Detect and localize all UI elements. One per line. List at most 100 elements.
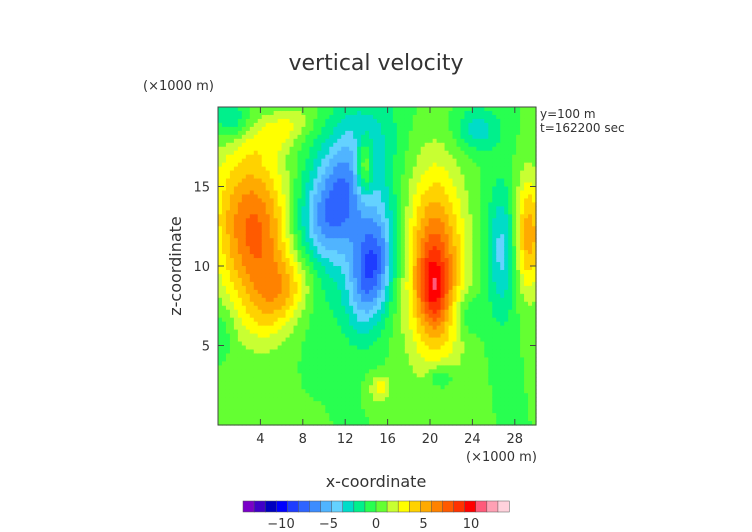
field-cell: [392, 381, 398, 386]
field-cell: [432, 142, 438, 148]
field-cell: [221, 110, 227, 116]
field-cell: [289, 413, 295, 418]
field-cell: [305, 285, 311, 291]
field-cell: [380, 222, 386, 227]
field-cell: [440, 258, 446, 263]
field-cell: [265, 273, 271, 279]
field-cell: [432, 246, 438, 251]
field-cell: [221, 273, 227, 279]
field-cell: [325, 206, 330, 211]
field-cell: [420, 206, 426, 211]
field-cell: [365, 170, 370, 176]
field-cell: [297, 170, 303, 176]
field-cell: [253, 321, 259, 327]
field-cell: [321, 238, 326, 243]
field-cell: [392, 341, 398, 347]
field-cell: [281, 258, 287, 263]
field-cell: [329, 242, 334, 247]
field-cell: [357, 341, 362, 347]
field-cell: [361, 126, 366, 132]
field-cell: [357, 385, 362, 390]
field-cell: [325, 285, 330, 291]
field-cell: [301, 246, 307, 251]
field-cell: [424, 122, 430, 128]
field-cell: [309, 401, 315, 406]
field-cell: [345, 357, 350, 363]
field-cell: [345, 389, 350, 394]
field-cell: [357, 142, 362, 148]
field-cell: [404, 114, 410, 120]
field-cell: [241, 254, 247, 259]
field-cell: [424, 206, 430, 211]
field-cell: [237, 421, 243, 426]
field-cell: [420, 325, 426, 331]
field-cell: [333, 166, 338, 172]
field-cell: [408, 107, 414, 112]
field-cell: [249, 258, 255, 263]
field-cell: [337, 142, 342, 148]
field-cell: [289, 277, 295, 283]
field-cell: [325, 182, 330, 188]
field-cell: [221, 154, 227, 160]
field-cell: [229, 154, 235, 160]
field-cell: [353, 285, 358, 291]
field-cell: [448, 238, 454, 243]
field-cell: [448, 266, 454, 271]
field-cell: [400, 345, 406, 351]
field-cell: [452, 277, 458, 283]
field-cell: [377, 313, 382, 319]
field-cell: [436, 198, 442, 204]
field-cell: [361, 337, 366, 343]
field-cell: [353, 313, 358, 319]
field-cell: [428, 301, 434, 307]
field-cell: [396, 269, 402, 275]
field-cell: [388, 174, 394, 180]
field-cell: [293, 313, 299, 319]
field-cell: [353, 118, 358, 124]
field-cell: [293, 218, 299, 223]
field-cell: [253, 218, 259, 223]
field-cell: [269, 385, 275, 390]
field-cell: [337, 202, 342, 207]
field-cell: [313, 405, 318, 410]
field-cell: [456, 273, 462, 279]
field-cell: [400, 305, 406, 311]
field-cell: [337, 417, 342, 422]
field-cell: [229, 182, 235, 188]
field-cell: [396, 178, 402, 184]
field-cell: [460, 289, 466, 295]
field-cell: [305, 413, 311, 418]
field-cell: [369, 186, 374, 192]
field-cell: [229, 309, 235, 315]
field-cell: [249, 174, 255, 180]
field-cell: [400, 337, 406, 343]
field-cell: [440, 293, 446, 299]
field-cell: [305, 289, 311, 295]
field-cell: [416, 277, 422, 283]
field-cell: [285, 242, 291, 247]
field-cell: [392, 174, 398, 180]
field-cell: [452, 210, 458, 215]
field-cell: [373, 389, 378, 394]
field-cell: [261, 297, 267, 303]
field-cell: [420, 377, 426, 382]
field-cell: [218, 230, 223, 235]
field-cell: [325, 389, 330, 394]
field-cell: [313, 293, 318, 299]
field-cell: [225, 218, 231, 223]
field-cell: [317, 389, 322, 394]
field-cell: [396, 238, 402, 243]
field-cell: [361, 234, 366, 239]
field-cell: [329, 301, 334, 307]
field-cell: [277, 293, 283, 299]
field-cell: [301, 250, 307, 255]
field-cell: [428, 393, 434, 398]
field-cell: [305, 277, 311, 283]
field-cell: [384, 309, 390, 315]
field-cell: [277, 250, 283, 255]
field-cell: [420, 142, 426, 148]
field-cell: [321, 110, 326, 116]
field-cell: [428, 226, 434, 231]
field-cell: [436, 297, 442, 303]
field-cell: [353, 349, 358, 355]
